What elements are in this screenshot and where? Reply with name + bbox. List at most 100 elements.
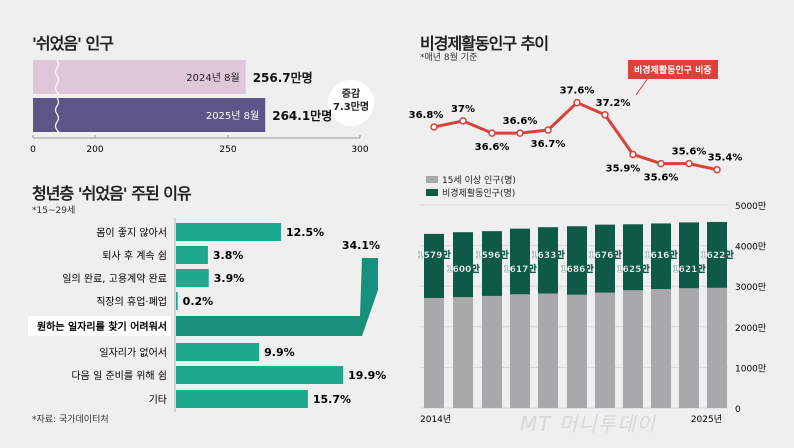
y-tick-label: 3000만 (735, 282, 766, 293)
line-callout: 비경제활동인구 비중 (628, 60, 718, 79)
ratio-point (657, 159, 665, 168)
population-bar-segment (538, 293, 558, 408)
source-note: *자료: 국가데이터처 (32, 415, 109, 425)
reason-bar (176, 223, 281, 241)
highlight-label-bg (28, 316, 171, 336)
watermark-logo: MT 머니투데이 (520, 412, 656, 436)
reason-bar (176, 390, 308, 408)
population-title: '쉬었음' 인구 (32, 34, 114, 53)
noneconomic-value-label: 1617만 (503, 263, 537, 275)
x-tick-label: 200 (86, 145, 103, 155)
noneconomic-bar-segment (567, 226, 587, 295)
reason-value-label: 34.1% (342, 239, 380, 252)
ratio-point (601, 111, 609, 119)
reason-category-label: 몸이 좋지 않아서 (96, 227, 167, 239)
reason-category-label: 기타 (149, 394, 167, 406)
ratio-label: 37.2% (596, 98, 631, 109)
reason-value-label: 9.9% (264, 346, 295, 359)
noneconomic-value-label: 1621만 (672, 263, 706, 275)
reasons-note: *15~29세 (32, 206, 76, 216)
ratio-label: 35.9% (606, 163, 641, 174)
ratio-point (629, 150, 637, 159)
ratio-label: 36.6% (475, 142, 510, 153)
population-bar-segment (424, 297, 444, 408)
legend-item-green: 비경제활동인구(명) (426, 186, 516, 199)
noneconomic-bar-segment (453, 232, 473, 298)
bar-category-label: 2025년 8월 (206, 110, 259, 122)
noneconomic-value-label: 1600만 (446, 263, 480, 275)
noneconomic-value-label: 1596만 (475, 249, 509, 261)
bar-value-label: 256.7만명 (253, 70, 313, 85)
ratio-label: 35.4% (708, 153, 743, 164)
reason-value-label: 3.8% (213, 249, 244, 262)
ratio-point (544, 126, 552, 134)
ratio-point (430, 123, 438, 131)
population-bar-segment (595, 292, 615, 408)
reason-bar (176, 269, 209, 287)
ratio-label: 36.6% (503, 116, 538, 127)
reason-value-label: 0.2% (183, 295, 214, 308)
trend-note: *매년 8월 기준 (420, 53, 478, 63)
noneconomic-bar-segment (538, 227, 558, 294)
noneconomic-value-label: 1622만 (700, 249, 734, 261)
population-bar-segment (510, 294, 530, 408)
reason-category-label: 퇴사 후 계속 쉼 (102, 250, 167, 262)
reason-bar (176, 246, 208, 264)
ratio-point (685, 159, 693, 168)
y-tick-label: 1000만 (735, 363, 766, 374)
x-tick-label: 300 (351, 145, 368, 155)
population-bar-segment (679, 288, 699, 408)
change-badge: 증감 7.3만명 (328, 80, 374, 126)
x-label-start: 2014년 (420, 414, 451, 425)
reason-bar (176, 343, 260, 361)
ratio-label: 36.7% (531, 139, 566, 150)
population-bar (33, 60, 246, 94)
bar-value-label: 264.1만명 (272, 108, 332, 123)
ratio-point (459, 117, 467, 125)
x-label-end: 2025년 (691, 414, 722, 425)
ratio-label: 35.6% (644, 173, 679, 184)
noneconomic-value-label: 1686만 (560, 263, 594, 275)
bar-category-label: 2024년 8월 (186, 72, 239, 84)
y-tick-label: 2000만 (735, 323, 766, 334)
ratio-line (433, 100, 718, 172)
population-bar-segment (567, 294, 587, 408)
change-label: 증감 (341, 89, 361, 100)
ratio-label: 35.6% (672, 147, 707, 158)
noneconomic-bar-segment (595, 224, 615, 293)
noneconomic-bar-segment (707, 221, 727, 288)
axis-break-icon (54, 97, 60, 133)
axis-break-icon (54, 59, 60, 95)
population-bar-segment (482, 295, 502, 408)
ratio-point (516, 129, 524, 137)
ratio-label: 36.8% (409, 110, 444, 121)
population-bar (33, 98, 266, 132)
noneconomic-value-label: 1625만 (616, 263, 650, 275)
reason-category-label: 일자리가 없어서 (99, 346, 167, 359)
reason-category-label: 원하는 일자리를 찾기 어려워서 (37, 320, 167, 333)
noneconomic-bar-segment (679, 222, 699, 289)
noneconomic-value-label: 1616만 (644, 249, 678, 261)
noneconomic-bar-segment (651, 223, 671, 290)
noneconomic-value-label: 1633만 (531, 249, 565, 261)
population-bar-segment (707, 287, 727, 408)
noneconomic-value-label: 1579만 (417, 249, 451, 261)
reason-bar (176, 292, 178, 310)
reason-category-label: 다음 일 준비를 위해 쉼 (71, 369, 167, 382)
noneconomic-bar-segment (510, 228, 530, 295)
y-tick-label: 0 (735, 405, 741, 415)
reason-category-label: 직장의 휴업·폐업 (96, 295, 167, 308)
ratio-point (713, 165, 721, 174)
ratio-point (573, 98, 581, 107)
ratio-label: 37.6% (560, 86, 595, 97)
y-tick-label: 4000만 (735, 242, 766, 253)
legend-item-gray: 15세 이상 인구(명) (426, 173, 516, 186)
legend: 15세 이상 인구(명) 비경제활동인구(명) (426, 173, 516, 199)
change-value: 7.3만명 (332, 102, 370, 113)
reason-value-label: 3.9% (214, 272, 245, 285)
noneconomic-bar-segment (623, 224, 643, 291)
ratio-point (488, 129, 496, 137)
population-bar-segment (651, 289, 671, 408)
noneconomic-bar-segment (424, 233, 444, 298)
